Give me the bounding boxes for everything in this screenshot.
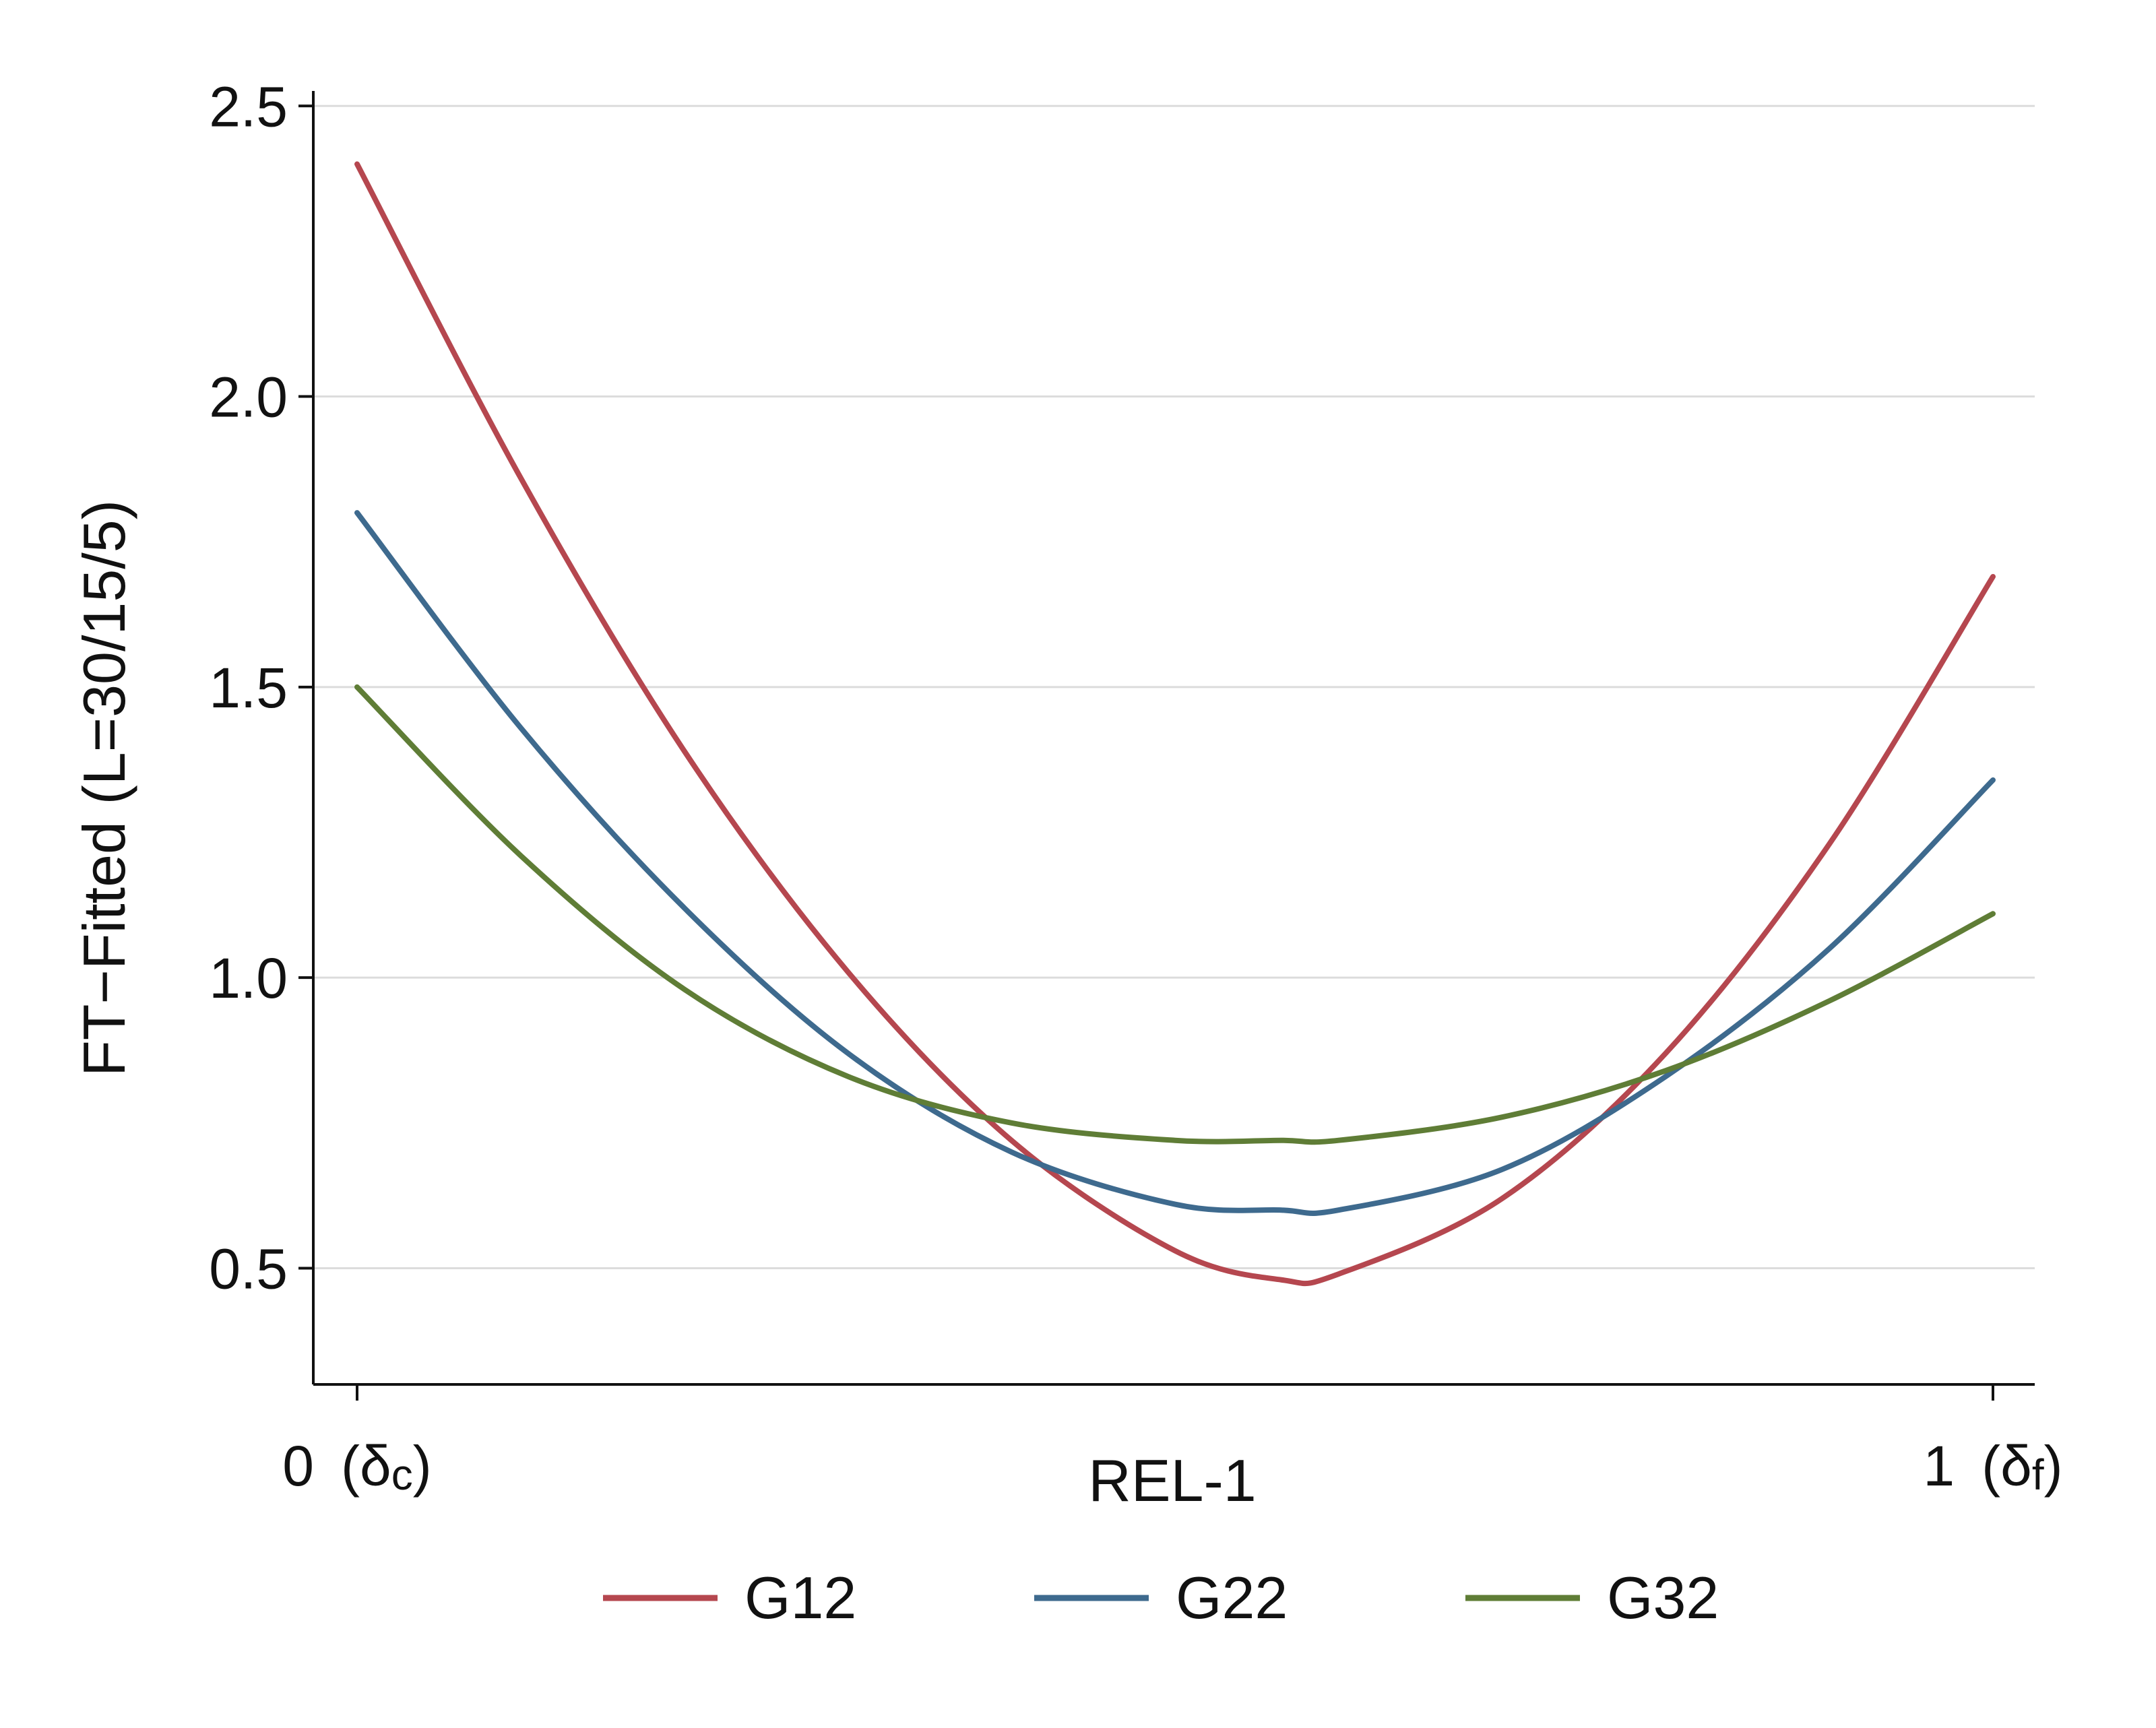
x-axis-title: REL-1 xyxy=(1088,1447,1256,1514)
plot-lines xyxy=(354,161,1996,1287)
legend-label: G22 xyxy=(1176,1564,1288,1631)
y-axis-title: FT−Fitted (L=30/15/5) xyxy=(71,500,137,1077)
x-tick-subscript: f xyxy=(2032,1450,2044,1499)
x-tick-note: (δ xyxy=(341,1434,391,1498)
y-tick-label: 1.5 xyxy=(209,656,288,719)
y-tick-label: 1.0 xyxy=(209,947,288,1010)
y-tick-label: 2.0 xyxy=(209,366,288,429)
x-tick-note-close: ) xyxy=(2044,1434,2063,1498)
x-tick-label: 1 (δf) xyxy=(1923,1434,2062,1499)
x-tick-subscript: c xyxy=(391,1450,413,1499)
series-line-g12 xyxy=(354,161,1996,1287)
x-tick-note-close: ) xyxy=(413,1434,432,1498)
y-tick-label: 0.5 xyxy=(209,1237,288,1300)
legend: G12 G22 G32 xyxy=(603,1564,1719,1631)
axes: 0.51.01.52.02.50 (δc) 1 (δf) xyxy=(209,75,2062,1499)
series-line-g32 xyxy=(354,684,1996,1145)
y-tick-label: 2.5 xyxy=(209,75,288,138)
series-line-g22 xyxy=(354,510,1996,1217)
x-tick-number: 1 xyxy=(1923,1434,1955,1498)
gridlines xyxy=(313,104,2035,1269)
x-tick-number: 0 xyxy=(282,1434,314,1498)
legend-label: G12 xyxy=(744,1564,856,1631)
x-tick-label: 0 (δc) xyxy=(282,1434,431,1499)
x-tick-note: (δ xyxy=(1981,1434,2032,1498)
legend-label: G32 xyxy=(1607,1564,1719,1631)
